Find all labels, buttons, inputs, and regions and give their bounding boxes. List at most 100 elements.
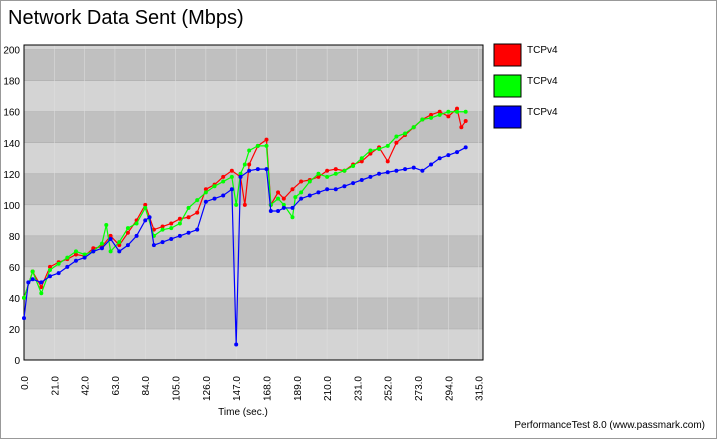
data-point — [91, 246, 96, 251]
y-tick-label: 0 — [14, 356, 20, 367]
data-point — [39, 291, 44, 296]
data-point — [377, 171, 382, 176]
legend-swatch — [493, 43, 522, 67]
data-point — [429, 112, 434, 117]
data-point — [316, 190, 321, 195]
data-point — [117, 243, 122, 248]
data-point — [47, 268, 52, 272]
data-point — [108, 233, 113, 238]
x-tick-label: 0.0 — [20, 376, 31, 390]
x-tick-label: 210.0 — [323, 376, 334, 401]
data-point — [160, 224, 165, 229]
data-point — [276, 209, 281, 214]
footer: PerformanceTest 8.0 (www.passmark.com) — [514, 420, 705, 431]
data-point — [186, 205, 191, 210]
data-point — [73, 249, 78, 254]
data-point — [195, 210, 200, 215]
data-point — [47, 274, 52, 279]
data-point — [203, 187, 208, 192]
x-tick-label: 252.0 — [384, 376, 395, 401]
data-point — [459, 125, 464, 130]
x-tick-label: 126.0 — [202, 376, 213, 401]
data-point — [255, 167, 260, 172]
x-tick-label: 189.0 — [293, 376, 304, 401]
data-point — [307, 179, 312, 184]
data-point — [437, 109, 442, 114]
x-tick-label: 42.0 — [81, 376, 92, 396]
legend-swatch — [493, 105, 522, 129]
data-point — [22, 295, 26, 300]
data-point — [463, 109, 468, 114]
data-point — [134, 233, 139, 238]
data-point — [39, 285, 44, 290]
grid-band — [24, 297, 483, 329]
data-point — [242, 202, 247, 207]
data-point — [455, 109, 460, 114]
data-point — [264, 143, 269, 148]
data-point — [281, 205, 286, 210]
y-tick-label: 40 — [9, 294, 21, 305]
data-point — [446, 153, 451, 158]
data-point — [39, 280, 44, 285]
y-tick-label: 160 — [3, 108, 20, 119]
data-point — [333, 171, 338, 176]
data-point — [368, 148, 373, 153]
data-point — [234, 202, 239, 207]
data-point — [186, 230, 191, 235]
data-point — [325, 168, 330, 173]
data-point — [368, 151, 373, 156]
data-point — [351, 181, 356, 186]
data-point — [99, 246, 104, 251]
data-point — [26, 280, 31, 285]
data-point — [65, 264, 70, 269]
data-point — [56, 261, 61, 266]
data-point — [169, 236, 174, 241]
data-point — [463, 119, 468, 124]
data-point — [437, 112, 442, 117]
grid-band — [24, 235, 483, 267]
y-tick-label: 200 — [3, 46, 20, 57]
data-point — [463, 145, 468, 150]
data-point — [385, 143, 390, 148]
grid-band — [24, 111, 483, 143]
data-point — [242, 162, 247, 167]
data-point — [22, 316, 26, 321]
data-point — [368, 174, 373, 179]
y-tick-label: 60 — [9, 263, 21, 274]
data-point — [195, 227, 200, 232]
data-point — [56, 271, 61, 276]
data-point — [385, 159, 390, 164]
data-point — [403, 167, 408, 172]
data-point — [73, 252, 78, 257]
data-point — [177, 216, 182, 221]
y-tick-label: 140 — [3, 139, 20, 150]
data-point — [264, 137, 269, 142]
data-point — [255, 143, 260, 148]
data-point — [151, 243, 156, 248]
data-point — [276, 196, 281, 201]
data-point — [342, 168, 347, 173]
data-point — [403, 131, 408, 136]
data-point — [203, 190, 208, 195]
x-tick-label: 315.0 — [475, 376, 486, 401]
x-tick-label: 84.0 — [141, 376, 152, 396]
data-point — [212, 196, 217, 201]
data-point — [221, 193, 226, 198]
data-point — [268, 209, 273, 214]
data-point — [293, 195, 298, 200]
data-point — [134, 221, 139, 226]
data-point — [394, 140, 399, 145]
data-point — [143, 218, 148, 223]
data-point — [455, 150, 460, 155]
data-point — [117, 240, 122, 245]
data-point — [221, 179, 226, 184]
data-point — [160, 227, 165, 232]
data-point — [411, 125, 416, 130]
data-point — [377, 146, 382, 151]
x-tick-label: 294.0 — [444, 376, 455, 401]
data-point — [195, 198, 200, 203]
data-point — [325, 174, 330, 179]
data-point — [30, 269, 35, 274]
